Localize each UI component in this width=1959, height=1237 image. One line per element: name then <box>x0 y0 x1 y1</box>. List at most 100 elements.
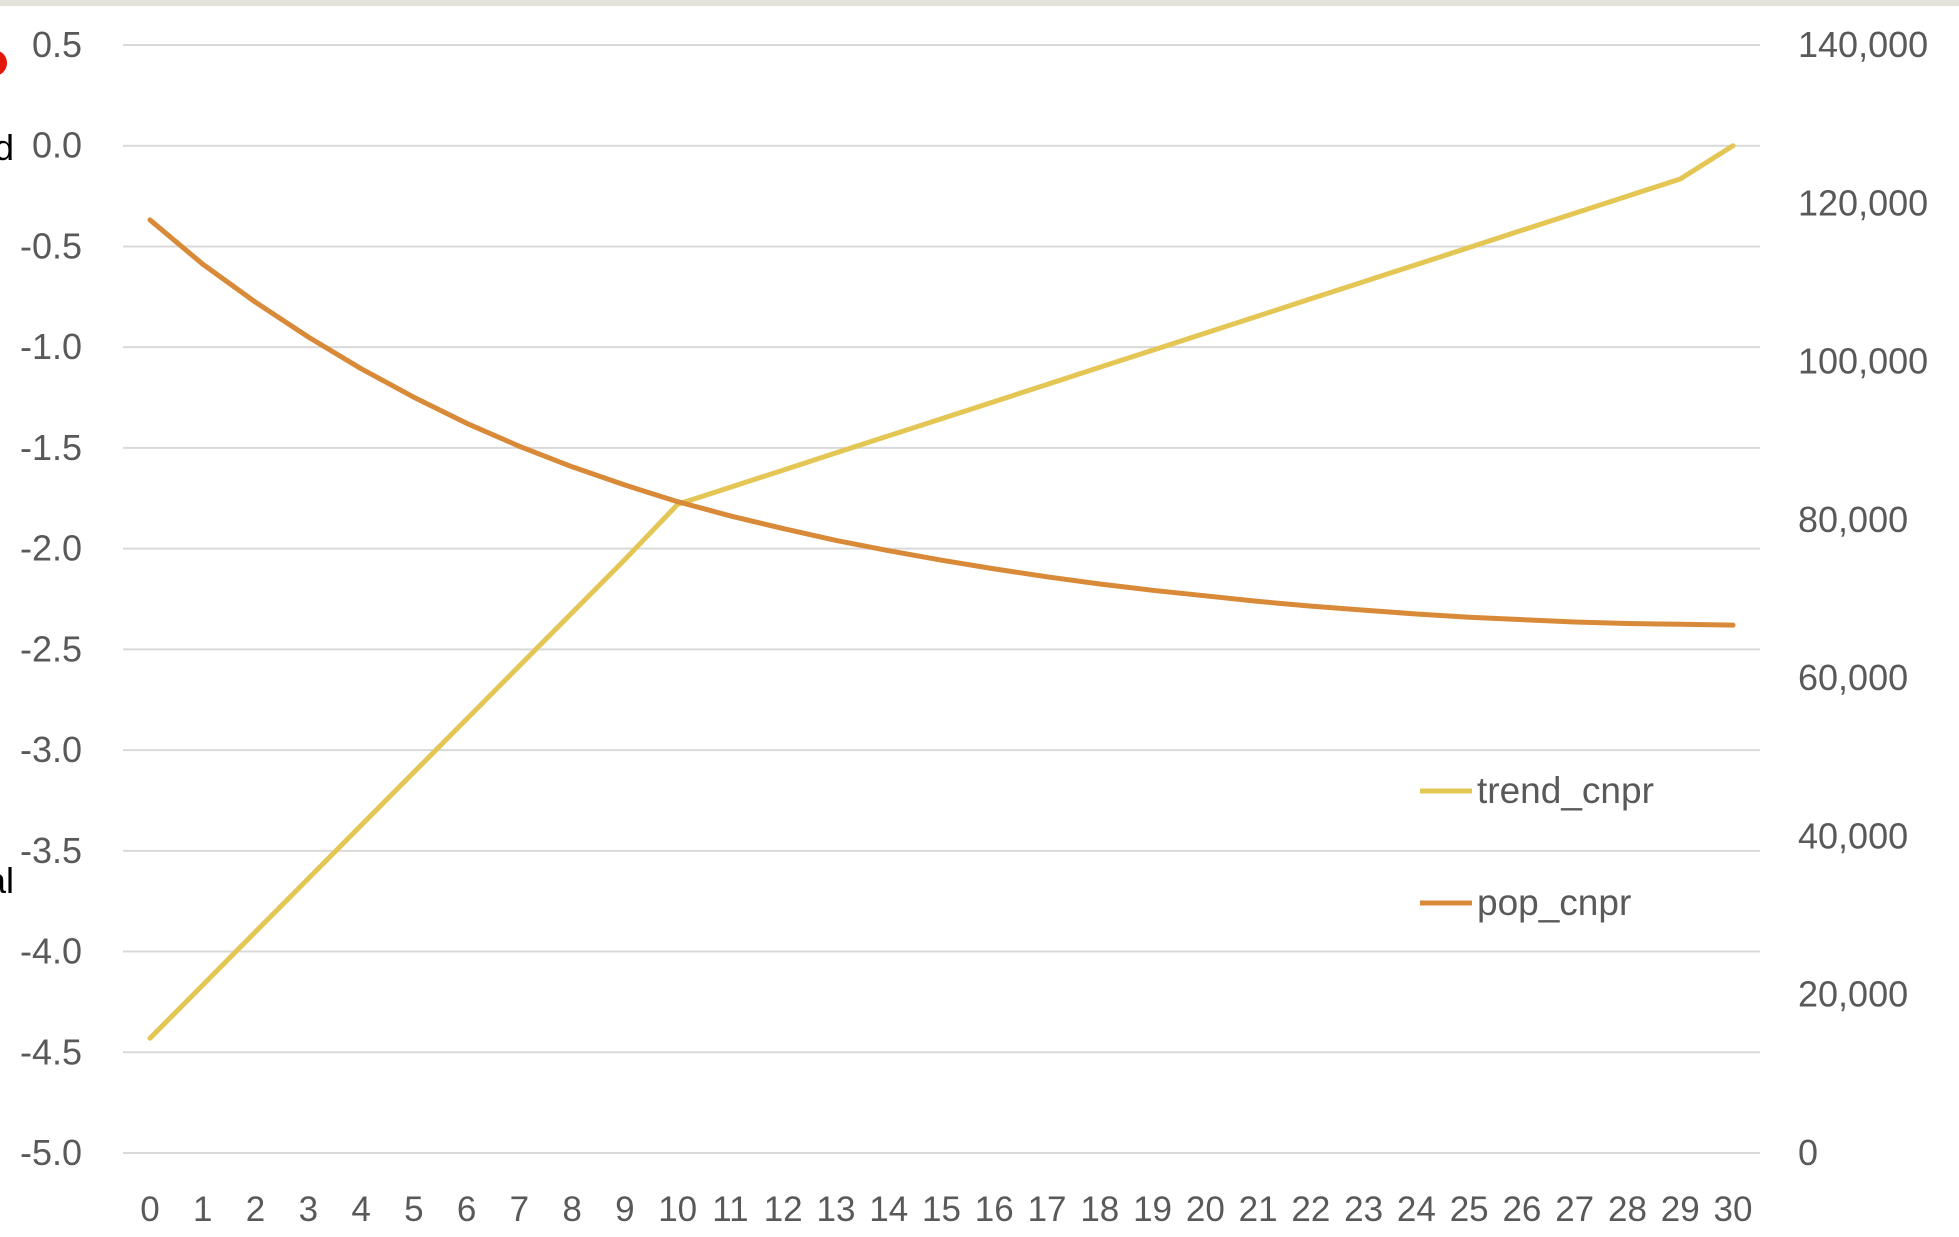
data-point-trend_cnpr <box>1468 246 1471 249</box>
data-point-pop_cnpr <box>254 301 257 304</box>
data-point-trend_cnpr <box>1732 144 1735 147</box>
x-tick-label: 13 <box>816 1190 855 1229</box>
left-tick-label: -0.5 <box>20 225 82 266</box>
data-point-pop_cnpr <box>571 465 574 468</box>
x-tick-label: 27 <box>1555 1190 1594 1229</box>
data-point-pop_cnpr <box>412 396 415 399</box>
series-lines <box>147 143 1736 1041</box>
data-point-pop_cnpr <box>1098 582 1101 585</box>
x-tick-label: 0 <box>140 1190 159 1229</box>
data-point-trend_cnpr <box>412 771 415 774</box>
series-line-trend_cnpr <box>147 143 1736 1041</box>
data-point-pop_cnpr <box>676 500 679 503</box>
top-border-strip <box>0 0 1959 6</box>
clipped-label: al <box>0 860 14 901</box>
data-point-trend_cnpr <box>465 718 468 721</box>
data-point-trend_cnpr <box>834 451 837 454</box>
data-point-pop_cnpr <box>887 549 890 552</box>
data-point-trend_cnpr <box>1204 332 1207 335</box>
left-tick-label: -1.5 <box>20 427 82 468</box>
x-tick-label: 7 <box>510 1190 529 1229</box>
x-tick-label: 26 <box>1502 1190 1541 1229</box>
left-tick-label: -4.5 <box>20 1031 82 1072</box>
data-point-pop_cnpr <box>782 527 785 530</box>
data-point-pop_cnpr <box>1415 613 1418 616</box>
x-tick-label: 4 <box>351 1190 370 1229</box>
data-point-pop_cnpr <box>149 218 152 221</box>
data-point-trend_cnpr <box>1257 314 1260 317</box>
data-point-trend_cnpr <box>201 983 204 986</box>
data-point-trend_cnpr <box>887 434 890 437</box>
right-tick-label: 120,000 <box>1798 182 1928 223</box>
data-point-pop_cnpr <box>1468 616 1471 619</box>
legend-item-pop_cnpr[interactable]: pop_cnpr <box>1420 882 1631 923</box>
x-tick-label: 22 <box>1291 1190 1330 1229</box>
data-point-pop_cnpr <box>940 559 943 562</box>
x-axis: 0 1 2 3 4 5 6 7 8 9 10 11 12 13 14 15 16 17 18 19 20 21 22 23 24… <box>140 1190 1752 1229</box>
data-point-trend_cnpr <box>729 486 732 489</box>
left-tick-label: -4.0 <box>20 931 82 972</box>
data-point-pop_cnpr <box>1679 623 1682 626</box>
x-tick-label: 14 <box>869 1190 908 1229</box>
right-tick-label: 80,000 <box>1798 499 1908 540</box>
left-tick-label: -3.5 <box>20 830 82 871</box>
data-point-pop_cnpr <box>1520 618 1523 621</box>
legend[interactable]: trend_cnpr pop_cnpr <box>1420 770 1654 923</box>
x-tick-label: 15 <box>922 1190 961 1229</box>
data-point-pop_cnpr <box>834 539 837 542</box>
series-line-pop_cnpr <box>147 217 1736 628</box>
right-tick-label: 40,000 <box>1798 815 1908 856</box>
legend-item-trend_cnpr[interactable]: trend_cnpr <box>1420 770 1654 811</box>
x-tick-label: 2 <box>246 1190 265 1229</box>
x-tick-label: 5 <box>404 1190 423 1229</box>
x-tick-label: 17 <box>1028 1190 1067 1229</box>
right-tick-label: 100,000 <box>1798 341 1928 382</box>
x-tick-label: 20 <box>1186 1190 1225 1229</box>
x-tick-label: 25 <box>1450 1190 1489 1229</box>
x-tick-label: 24 <box>1397 1190 1436 1229</box>
data-point-trend_cnpr <box>360 824 363 827</box>
left-tick-label: 0.5 <box>32 24 82 65</box>
x-tick-label: 12 <box>764 1190 803 1229</box>
data-point-pop_cnpr <box>993 567 996 570</box>
data-point-pop_cnpr <box>1732 624 1735 627</box>
x-tick-label: 10 <box>658 1190 697 1229</box>
x-tick-label: 11 <box>712 1190 748 1229</box>
x-tick-label: 18 <box>1080 1190 1119 1229</box>
data-point-pop_cnpr <box>623 484 626 487</box>
data-point-trend_cnpr <box>1046 383 1049 386</box>
data-point-trend_cnpr <box>1362 280 1365 283</box>
data-point-pop_cnpr <box>1573 620 1576 623</box>
right-tick-label: 20,000 <box>1798 974 1908 1015</box>
left-y-axis: 0.5 0.0 -0.5 -1.0 -1.5 -2.0 -2.5 -3.0 -3.5 -4.0 -4… <box>20 24 82 1173</box>
clipped-edge-elements: d al <box>0 51 14 901</box>
x-tick-label: 9 <box>615 1190 634 1229</box>
clipped-label: d <box>0 127 14 168</box>
data-point-trend_cnpr <box>940 417 943 420</box>
data-point-trend_cnpr <box>1520 229 1523 232</box>
data-point-trend_cnpr <box>1679 177 1682 180</box>
data-point-trend_cnpr <box>1098 366 1101 369</box>
right-y-axis: 140,000 120,000 100,000 80,000 60,000 40,000 2… <box>1798 24 1928 1173</box>
data-point-pop_cnpr <box>1362 609 1365 612</box>
data-point-pop_cnpr <box>1257 600 1260 603</box>
right-tick-label: 60,000 <box>1798 657 1908 698</box>
data-point-trend_cnpr <box>518 664 521 667</box>
left-tick-label: -5.0 <box>20 1132 82 1173</box>
data-point-pop_cnpr <box>1204 594 1207 597</box>
data-point-trend_cnpr <box>1415 263 1418 266</box>
left-tick-label: -3.0 <box>20 729 82 770</box>
gridlines <box>123 44 1760 1154</box>
data-point-pop_cnpr <box>1626 622 1629 625</box>
x-tick-label: 1 <box>193 1190 212 1229</box>
x-tick-label: 16 <box>975 1190 1014 1229</box>
right-tick-label: 140,000 <box>1798 24 1928 65</box>
data-point-trend_cnpr <box>623 558 626 561</box>
data-point-trend_cnpr <box>571 611 574 614</box>
left-tick-label: 0.0 <box>32 125 82 166</box>
legend-label: pop_cnpr <box>1477 882 1631 923</box>
left-tick-label: -1.0 <box>20 326 82 367</box>
data-point-pop_cnpr <box>1046 575 1049 578</box>
